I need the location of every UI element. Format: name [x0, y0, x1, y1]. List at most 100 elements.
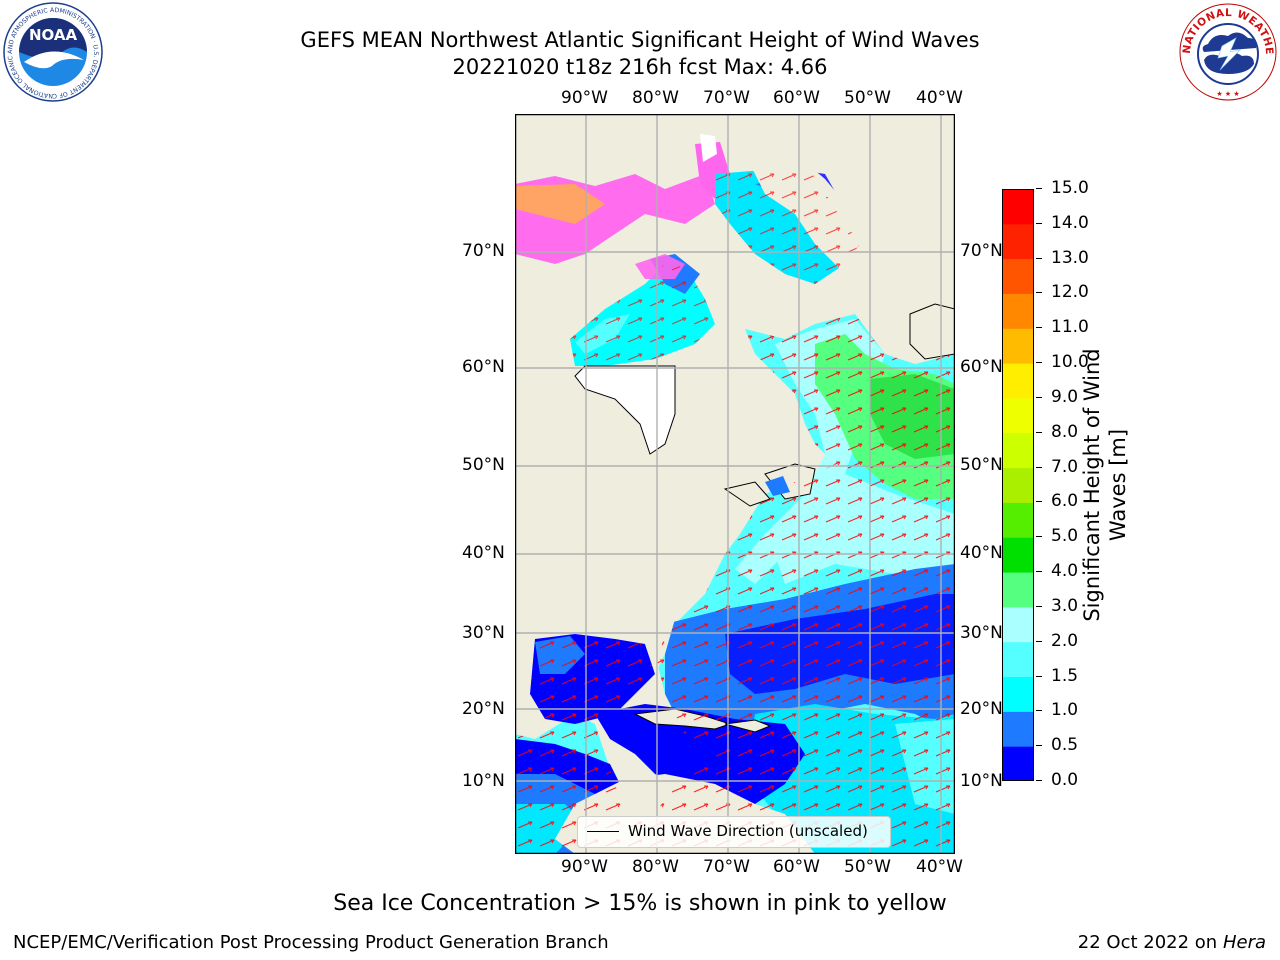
lon-label-bottom: 70°W	[703, 857, 750, 877]
lat-label-right: 60°N	[960, 357, 1003, 377]
lon-label-top: 80°W	[632, 88, 679, 108]
map-panel: Wind Wave Direction (unscaled)	[514, 113, 956, 855]
colorbar-segment	[1002, 258, 1034, 294]
lat-label-left: 30°N	[462, 623, 505, 643]
noaa-logo: NATIONAL OCEANIC AND ATMOSPHERIC ADMINIS…	[0, 0, 104, 102]
lon-label-bottom: 60°W	[773, 857, 820, 877]
lat-label-right: 10°N	[960, 771, 1003, 791]
colorbar-tick-label: 3.0	[1051, 595, 1079, 616]
chart-title: GEFS MEAN Northwest Atlantic Significant…	[300, 28, 980, 52]
colorbar-segment	[1002, 432, 1034, 469]
colorbar-tick-label: 14.0	[1051, 212, 1089, 233]
colorbar-tick-mark	[1036, 466, 1042, 468]
colorbar-segment	[1002, 711, 1034, 747]
colorbar-label: Significant Height of Wind Waves [m]	[1080, 348, 1130, 622]
lat-label-right: 70°N	[960, 241, 1003, 261]
sea-ice-caption: Sea Ice Concentration > 15% is shown in …	[333, 891, 947, 916]
colorbar-tick-label: 0.0	[1051, 770, 1079, 790]
colorbar-tick-label: 5.0	[1051, 526, 1079, 547]
colorbar-segment	[1002, 363, 1034, 399]
colorbar-segment	[1002, 641, 1034, 678]
colorbar-tick-mark	[1036, 222, 1042, 224]
colorbar-tick-mark	[1036, 327, 1042, 329]
colorbar-segment	[1002, 606, 1034, 643]
colorbar-tick-label: 1.0	[1051, 700, 1079, 721]
colorbar-segment	[1002, 293, 1034, 329]
colorbar-tick-mark	[1036, 501, 1042, 503]
colorbar-tick-mark	[1036, 188, 1042, 189]
colorbar-tick-label: 1.5	[1051, 665, 1079, 686]
svg-text:★ ★ ★: ★ ★ ★	[1216, 90, 1239, 98]
map-svg	[514, 113, 956, 855]
noaa-text: NOAA	[29, 26, 78, 44]
colorbar-border	[1002, 189, 1034, 781]
colorbar-tick-label: 0.5	[1051, 735, 1079, 756]
lon-label-bottom: 50°W	[844, 857, 891, 877]
colorbar-segment	[1002, 223, 1034, 260]
colorbar-tick-mark	[1036, 605, 1042, 607]
lat-label-left: 60°N	[462, 357, 505, 377]
wind-wave-arrows	[515, 314, 955, 854]
colorbar-tick-label: 15.0	[1051, 178, 1089, 198]
footer-date: 22 Oct 2022 on Hera	[1078, 932, 1266, 953]
colorbar-tick-mark	[1036, 780, 1042, 781]
graticule	[515, 114, 955, 854]
lat-label-left: 40°N	[462, 543, 505, 563]
colorbar-tick-label: 2.0	[1051, 630, 1079, 651]
colorbar-segment	[1002, 746, 1034, 782]
colorbar-tick-label: 9.0	[1051, 386, 1079, 407]
lon-label-top: 50°W	[844, 88, 891, 108]
colorbar-tick-label: 7.0	[1051, 456, 1079, 477]
colorbar-tick-mark	[1036, 396, 1042, 398]
lon-label-top: 60°W	[773, 88, 820, 108]
nws-logo: NATIONAL WEATHER SERVICE ★ ★ ★	[1174, 0, 1278, 102]
lat-label-left: 20°N	[462, 699, 505, 719]
lat-label-left: 50°N	[462, 455, 505, 475]
colorbar-segment	[1002, 537, 1034, 573]
colorbar-ticks: 0.0 0.5 1.0 1.5 2.0 3.0 4.0 5.0 6.0 7.0 8.0 9.0 10.0…	[1036, 0, 1116, 960]
lon-label-top: 70°W	[703, 88, 750, 108]
colorbar-tick-mark	[1036, 536, 1042, 538]
colorbar-tick-label: 8.0	[1051, 421, 1079, 442]
lat-label-left: 70°N	[462, 241, 505, 261]
colorbar-tick-label: 4.0	[1051, 561, 1079, 582]
lat-label-left: 10°N	[462, 771, 505, 791]
colorbar-tick-label: 13.0	[1051, 247, 1089, 268]
colorbar-tick-mark	[1036, 257, 1042, 259]
colorbar-segment	[1002, 467, 1034, 503]
lat-label-right: 30°N	[960, 623, 1003, 643]
colorbar-tick-mark	[1036, 431, 1042, 433]
lon-label-bottom: 80°W	[632, 857, 679, 877]
footer-branch: NCEP/EMC/Verification Post Processing Pr…	[13, 932, 609, 953]
colorbar	[1002, 189, 1034, 782]
colorbar-tick-label: 10.0	[1051, 352, 1089, 373]
legend-label: Wind Wave Direction (unscaled)	[628, 822, 868, 840]
colorbar-tick-mark	[1036, 675, 1042, 677]
colorbar-tick-mark	[1036, 745, 1042, 747]
lat-label-right: 40°N	[960, 543, 1003, 563]
legend-line	[587, 831, 619, 832]
colorbar-tick-mark	[1036, 710, 1042, 712]
lon-label-top: 40°W	[916, 88, 963, 108]
lon-label-top: 90°W	[561, 88, 608, 108]
colorbar-tick-label: 12.0	[1051, 282, 1089, 303]
colorbar-tick-label: 11.0	[1051, 317, 1089, 338]
footer-machine: Hera	[1222, 932, 1266, 953]
colorbar-segment	[1002, 328, 1034, 364]
lon-label-bottom: 90°W	[561, 857, 608, 877]
colorbar-segment	[1002, 502, 1034, 538]
colorbar-tick-mark	[1036, 640, 1042, 642]
map-legend: Wind Wave Direction (unscaled)	[577, 816, 891, 848]
footer-date-text: 22 Oct 2022 on	[1077, 932, 1223, 953]
colorbar-tick-label: 6.0	[1051, 491, 1079, 512]
lon-label-bottom: 40°W	[916, 857, 963, 877]
colorbar-segment	[1002, 676, 1034, 712]
lat-label-right: 50°N	[960, 455, 1003, 475]
colorbar-segment	[1002, 572, 1034, 608]
colorbar-tick-mark	[1036, 362, 1042, 364]
colorbar-tick-mark	[1036, 292, 1042, 294]
lat-label-right: 20°N	[960, 699, 1003, 719]
colorbar-segment	[1002, 397, 1034, 434]
chart-subtitle: 20221020 t18z 216h fcst Max: 4.66	[452, 55, 828, 79]
colorbar-segment	[1002, 189, 1034, 225]
